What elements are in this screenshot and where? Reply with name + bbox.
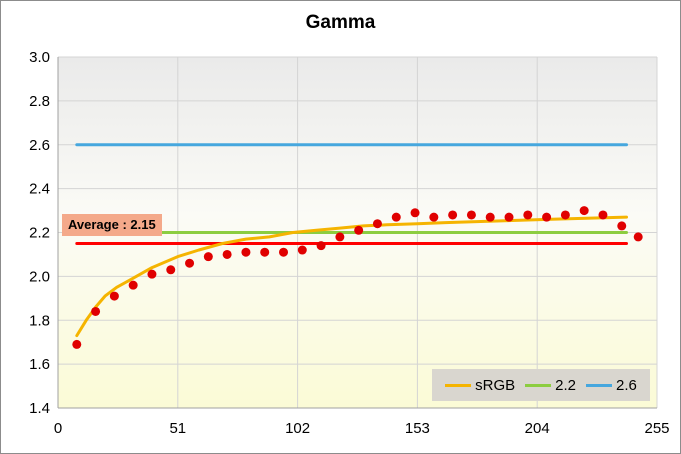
legend-swatch-2-6	[586, 383, 612, 387]
y-tick-label: 1.6	[29, 356, 50, 373]
legend-swatch-srgb	[445, 383, 472, 387]
data-point	[429, 212, 439, 222]
data-point	[185, 258, 195, 268]
data-point	[560, 210, 570, 220]
data-point	[109, 291, 119, 301]
data-point	[372, 219, 382, 229]
series-line-srgb	[75, 215, 628, 338]
chart-title: Gamma	[305, 12, 376, 33]
y-tick-label: 3.0	[29, 49, 50, 66]
x-tick-label: 255	[644, 420, 669, 437]
y-tick-label: 1.4	[29, 400, 50, 417]
y-tick-label: 2.8	[29, 93, 50, 110]
data-point	[391, 212, 401, 222]
data-point	[466, 210, 476, 220]
data-point	[542, 212, 552, 222]
legend-item-2-6: 2.6	[586, 377, 637, 394]
legend-label-srgb: sRGB	[475, 376, 516, 394]
data-point	[222, 249, 232, 259]
data-point	[72, 339, 82, 349]
legend-item-srgb: sRGB	[445, 377, 515, 394]
data-point	[128, 280, 138, 290]
data-point	[617, 221, 627, 231]
data-point	[166, 265, 176, 275]
data-point	[203, 252, 213, 262]
x-tick-label: 0	[54, 420, 62, 437]
legend-label-2-2: 2.2	[555, 376, 576, 394]
data-point	[147, 269, 157, 279]
data-point	[297, 245, 307, 255]
data-point	[316, 241, 326, 251]
data-point	[598, 210, 608, 220]
y-tick-label: 1.8	[29, 312, 50, 329]
y-tick-label: 2.4	[29, 181, 50, 198]
y-tick-label: 2.0	[29, 268, 50, 285]
data-point	[579, 206, 589, 216]
x-tick-label: 102	[285, 420, 310, 437]
data-point	[260, 247, 270, 257]
legend-label-2-6: 2.6	[616, 376, 637, 394]
data-point	[91, 306, 101, 316]
average-annotation: Average : 2.15	[62, 214, 162, 236]
y-tick-label: 2.2	[29, 225, 50, 242]
x-tick-label: 153	[405, 420, 430, 437]
data-point	[335, 232, 345, 242]
data-point	[354, 225, 364, 235]
y-tick-label: 2.6	[29, 137, 50, 154]
data-point	[633, 232, 643, 242]
data-point	[279, 247, 289, 257]
data-point	[448, 210, 458, 220]
data-point	[410, 208, 420, 218]
data-point	[241, 247, 251, 257]
data-point	[485, 212, 495, 222]
legend-swatch-2-2	[525, 383, 552, 387]
legend: sRGB 2.2 2.6	[432, 369, 650, 401]
x-tick-label: 204	[525, 420, 550, 437]
legend-item-2-2: 2.2	[525, 377, 576, 394]
data-point	[523, 210, 533, 220]
x-tick-label: 51	[169, 420, 186, 437]
data-point	[504, 212, 514, 222]
